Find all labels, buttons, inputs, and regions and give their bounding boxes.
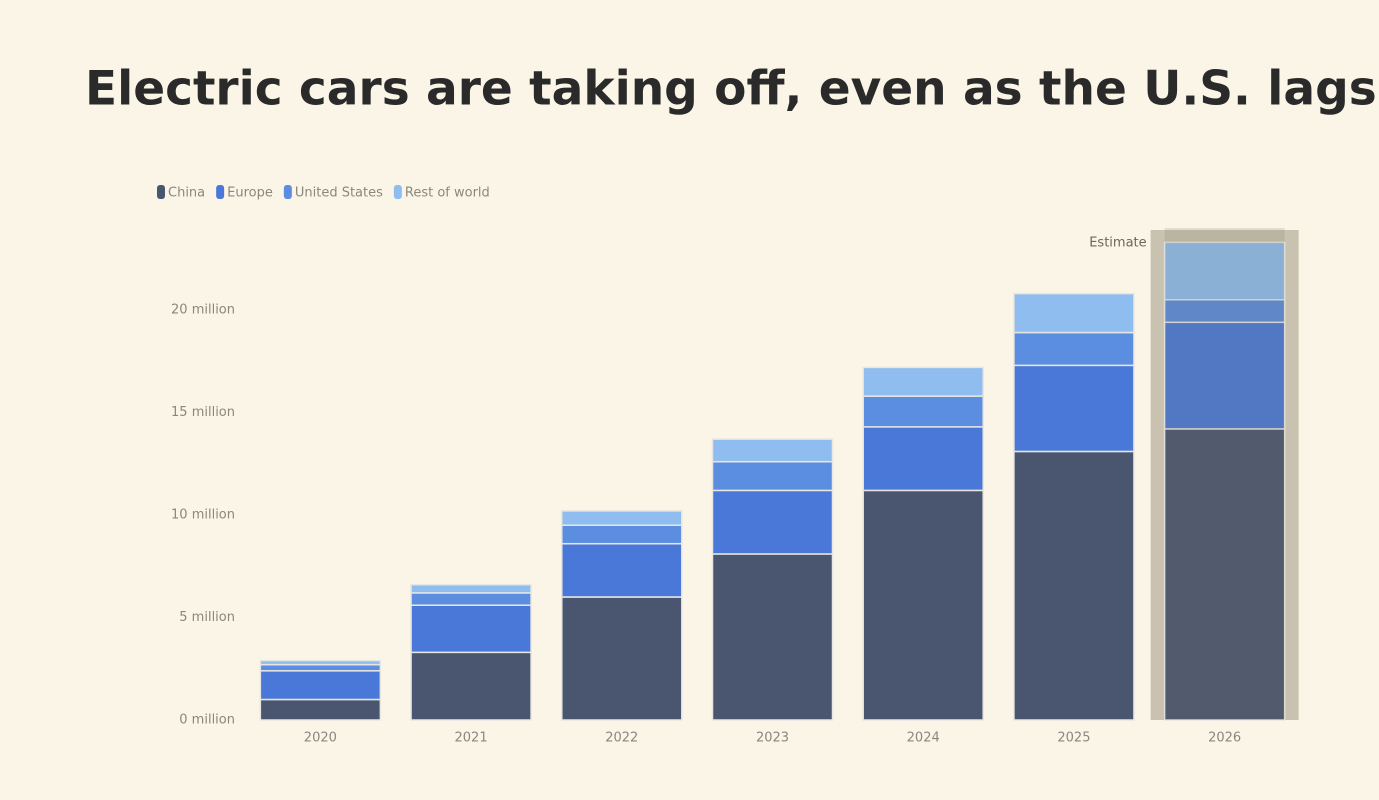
bar-segment (862, 395, 984, 428)
y-tick-label: 10 million (171, 508, 235, 523)
bar-segment (259, 659, 382, 666)
bar-segment (711, 438, 834, 463)
y-tick-label: 5 million (179, 610, 235, 625)
bar-segment (410, 651, 532, 721)
bar-segment (711, 489, 834, 555)
bar-segment (410, 583, 532, 594)
bar-segment (862, 366, 984, 397)
x-tick-label: 2025 (1057, 731, 1090, 746)
legend-label: Europe (227, 186, 273, 201)
bar-segment (259, 663, 382, 672)
x-tick-label: 2024 (907, 731, 940, 746)
bar-segment (410, 604, 532, 654)
legend-marker (157, 185, 165, 199)
bar-segment (711, 460, 834, 492)
x-tick-label: 2020 (304, 731, 337, 746)
y-tick-label: 15 million (171, 405, 235, 420)
bar-segment (1163, 299, 1286, 324)
x-tick-label: 2021 (455, 731, 488, 746)
bar-segment (1163, 241, 1286, 301)
bar-segment (410, 592, 532, 606)
y-tick-label: 0 million (179, 713, 235, 728)
bar-segment (561, 510, 683, 526)
annotation: Estimate (1089, 236, 1146, 251)
bar-segment (1013, 292, 1135, 334)
bar-segment (1013, 364, 1135, 453)
x-tick-label: 2026 (1208, 731, 1241, 746)
legend-label: Rest of world (405, 186, 490, 201)
legend-marker (393, 185, 402, 199)
legend-marker (283, 185, 292, 199)
bar-segment (711, 553, 834, 721)
legend-label: China (168, 186, 205, 201)
legend-label: United States (295, 186, 383, 201)
bar-segment (862, 489, 984, 721)
x-tick-label: 2022 (605, 731, 638, 746)
bar-segment (862, 426, 984, 492)
bar-segment (561, 542, 683, 598)
bar-segment (259, 698, 382, 721)
x-tick-label: 2023 (756, 731, 789, 746)
legend-marker (216, 185, 225, 199)
bar-segment (1163, 428, 1286, 721)
bar-segment (561, 524, 683, 545)
bar-segment (1013, 450, 1135, 721)
bar-segment (561, 596, 683, 721)
bar-segment (259, 670, 382, 701)
y-tick-label: 20 million (171, 303, 235, 318)
bar-segment (1013, 331, 1135, 367)
chart-title: Electric cars are taking off, even as th… (85, 62, 1377, 117)
bar-segment (1163, 321, 1286, 430)
